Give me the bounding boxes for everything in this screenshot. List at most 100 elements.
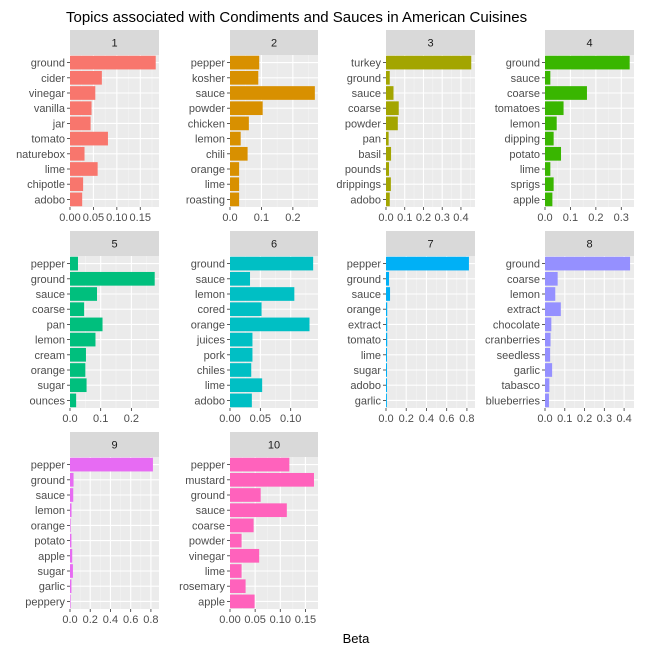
category-label: sauce — [511, 73, 540, 85]
bar-extract — [386, 317, 388, 332]
bar-ounces — [70, 393, 77, 408]
bar-coarse — [386, 101, 399, 116]
x-tick-label: 0.3 — [435, 212, 450, 224]
x-tick-label: 0.4 — [616, 413, 631, 425]
bar-blueberries — [545, 393, 549, 408]
x-tick-label: 0.2 — [577, 413, 592, 425]
bar-garlic — [386, 393, 387, 408]
bar-sauce — [70, 488, 74, 502]
facet-strip-label: 3 — [427, 38, 433, 50]
category-label: cider — [41, 73, 65, 85]
category-label: potato — [509, 149, 540, 161]
x-tick-label: 0.10 — [106, 212, 127, 224]
bar-vinegar — [70, 86, 96, 100]
category-label: ground — [31, 475, 65, 487]
panel-background — [70, 457, 159, 609]
category-label: orange — [191, 164, 225, 176]
category-label: rosemary — [179, 581, 225, 593]
bar-tomato — [386, 332, 388, 347]
facet-strip-label: 5 — [111, 239, 117, 251]
x-tick-label: 0.2 — [83, 614, 98, 626]
category-label: turkey — [351, 58, 381, 70]
bar-pan — [70, 317, 103, 332]
category-label: sugar — [37, 380, 65, 392]
x-tick-label: 0.6 — [123, 614, 138, 626]
bar-juices — [230, 332, 253, 347]
bar-orange — [70, 363, 86, 377]
bar-sauce — [230, 503, 287, 518]
x-tick-label: 0.05 — [250, 413, 271, 425]
category-label: lemon — [195, 134, 225, 146]
facet-panel-10: 10 pepper mustard ground sauce coarse powder vi… — [179, 432, 318, 626]
bar-seedless — [545, 347, 551, 362]
bar-kosher — [230, 70, 259, 85]
x-tick-label: 0.05 — [244, 614, 265, 626]
bar-orange — [70, 518, 71, 533]
x-tick-label: 0.15 — [130, 212, 151, 224]
category-label: kosher — [192, 73, 225, 85]
category-label: apple — [198, 596, 225, 608]
bar-apple — [230, 594, 255, 609]
category-label: powder — [189, 536, 225, 548]
x-tick-label: 0.1 — [254, 212, 269, 224]
category-label: pepper — [347, 259, 382, 271]
bar-ground — [545, 55, 630, 70]
category-label: apple — [513, 194, 540, 206]
bar-sugar — [70, 564, 73, 578]
bar-chili — [230, 146, 248, 161]
bar-powder — [386, 116, 398, 131]
bar-garlic — [545, 363, 553, 377]
category-label: jar — [52, 118, 66, 130]
category-label: sauce — [196, 274, 225, 286]
category-label: tomatoes — [495, 103, 541, 115]
category-label: basil — [358, 149, 381, 161]
bar-lemon — [545, 287, 556, 301]
bar-pepper — [70, 457, 153, 472]
x-tick-label: 0.3 — [597, 413, 612, 425]
category-label: blueberries — [486, 395, 541, 407]
bar-pounds — [386, 162, 389, 176]
panel-background — [545, 256, 634, 408]
category-label: naturebox — [16, 149, 65, 161]
bar-sauce — [230, 86, 315, 100]
bar-vanilla — [70, 101, 92, 116]
category-label: chiles — [197, 365, 226, 377]
bar-ground — [230, 256, 314, 271]
category-label: sauce — [36, 289, 65, 301]
category-label: lemon — [510, 118, 540, 130]
category-label: cored — [197, 304, 225, 316]
category-label: lemon — [510, 289, 540, 301]
bar-sauce — [230, 271, 251, 286]
bar-apple — [545, 192, 553, 207]
bar-ground — [386, 70, 390, 85]
bar-adobo — [386, 378, 388, 393]
bar-ground — [545, 256, 631, 271]
bar-basil — [386, 146, 392, 161]
bar-orange — [230, 162, 240, 176]
category-label: chili — [206, 149, 225, 161]
category-label: adobo — [34, 194, 65, 206]
bar-ground — [70, 271, 155, 286]
category-label: ground — [347, 274, 381, 286]
facet-grid: 1 ground cider vinegar vanilla jar tomato natur… — [16, 30, 634, 626]
facet-strip — [230, 30, 318, 55]
category-label: vinegar — [189, 551, 225, 563]
x-tick-label: 0.0 — [62, 614, 77, 626]
bar-chocolate — [545, 317, 552, 332]
category-label: orange — [31, 365, 65, 377]
bar-tabasco — [545, 378, 550, 393]
bar-adobo — [230, 393, 252, 408]
x-tick-label: 0.1 — [563, 212, 578, 224]
category-label: ground — [191, 490, 225, 502]
category-label: sprigs — [511, 179, 541, 191]
category-label: pepper — [31, 460, 66, 472]
facet-panel-6: 6 ground sauce lemon cored orange juices pork ch… — [191, 231, 318, 425]
category-label: lime — [361, 350, 381, 362]
category-label: garlic — [514, 365, 541, 377]
category-label: orange — [31, 520, 65, 532]
category-label: lime — [520, 164, 540, 176]
category-label: chipotle — [27, 179, 65, 191]
bar-mustard — [230, 472, 314, 487]
category-label: tomato — [347, 335, 381, 347]
category-label: ground — [31, 274, 65, 286]
